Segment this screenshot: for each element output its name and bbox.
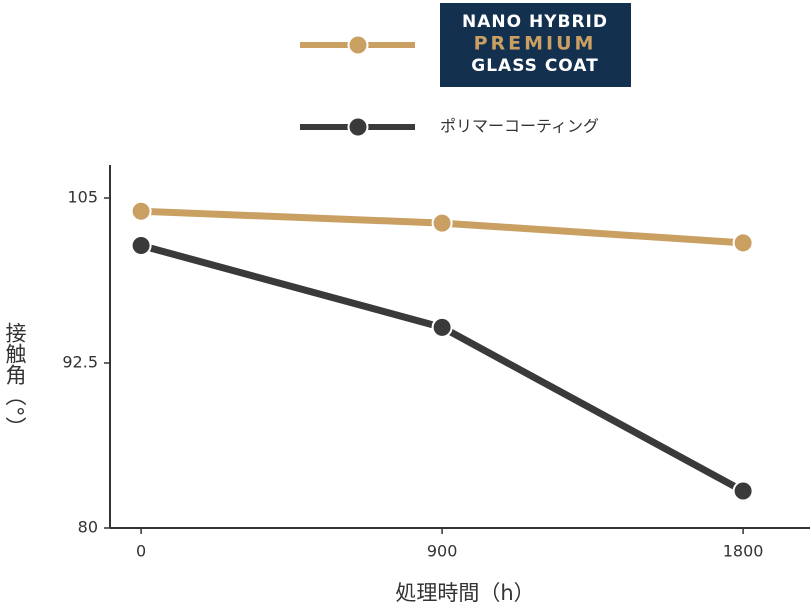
point [130, 200, 152, 222]
point [431, 316, 453, 338]
legend-text: GLASS COAT [471, 56, 599, 76]
x-tick-label: 0 [136, 542, 146, 561]
y-axis-title: 接触角（°） [3, 322, 27, 438]
x-tick-label: 1800 [723, 542, 764, 561]
legend-logo [440, 3, 631, 87]
y-tick-label: 105 [67, 188, 98, 207]
y-tick-label: 80 [78, 518, 98, 537]
y-tick-label: 92.5 [62, 353, 98, 372]
x-tick-label: 900 [427, 542, 458, 561]
series-line [140, 242, 745, 495]
legend-text: ポリマーコーティング [440, 117, 599, 136]
point [732, 232, 754, 254]
legend-text: NANO HYBRID [462, 12, 608, 32]
legend-text: PREMIUM [474, 33, 597, 55]
x-axis-title: 処理時間（h） [395, 581, 534, 605]
point [431, 212, 453, 234]
legend-marker [347, 34, 369, 56]
point [732, 480, 754, 502]
legend-marker [347, 116, 369, 138]
point [130, 235, 152, 257]
